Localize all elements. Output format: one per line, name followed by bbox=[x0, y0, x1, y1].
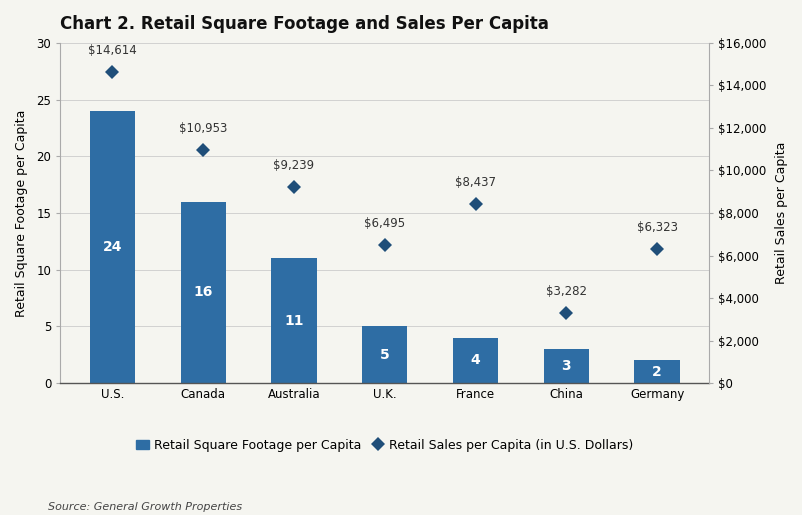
Bar bbox=[180, 202, 225, 383]
Legend: Retail Square Footage per Capita, Retail Sales per Capita (in U.S. Dollars): Retail Square Footage per Capita, Retail… bbox=[132, 434, 638, 457]
Text: 2: 2 bbox=[651, 365, 661, 379]
Text: 11: 11 bbox=[284, 314, 303, 328]
Text: Source: General Growth Properties: Source: General Growth Properties bbox=[48, 503, 242, 512]
Y-axis label: Retail Square Footage per Capita: Retail Square Footage per Capita bbox=[15, 109, 28, 317]
Text: 3: 3 bbox=[561, 359, 570, 373]
Text: 5: 5 bbox=[379, 348, 389, 362]
Text: $6,323: $6,323 bbox=[636, 221, 677, 234]
Text: 16: 16 bbox=[193, 285, 213, 299]
Text: 24: 24 bbox=[103, 240, 122, 254]
Text: $3,282: $3,282 bbox=[545, 285, 586, 299]
Bar bbox=[362, 327, 407, 383]
Text: $9,239: $9,239 bbox=[273, 159, 314, 172]
Bar bbox=[452, 338, 497, 383]
Y-axis label: Retail Sales per Capita: Retail Sales per Capita bbox=[774, 142, 787, 284]
Text: $8,437: $8,437 bbox=[455, 176, 496, 189]
Text: Chart 2. Retail Square Footage and Sales Per Capita: Chart 2. Retail Square Footage and Sales… bbox=[60, 15, 549, 33]
Bar bbox=[634, 360, 679, 383]
Bar bbox=[90, 111, 135, 383]
Text: $6,495: $6,495 bbox=[364, 217, 405, 230]
Bar bbox=[271, 259, 316, 383]
Bar bbox=[543, 349, 588, 383]
Text: $14,614: $14,614 bbox=[88, 44, 136, 58]
Text: 4: 4 bbox=[470, 353, 480, 368]
Text: $10,953: $10,953 bbox=[179, 123, 227, 135]
